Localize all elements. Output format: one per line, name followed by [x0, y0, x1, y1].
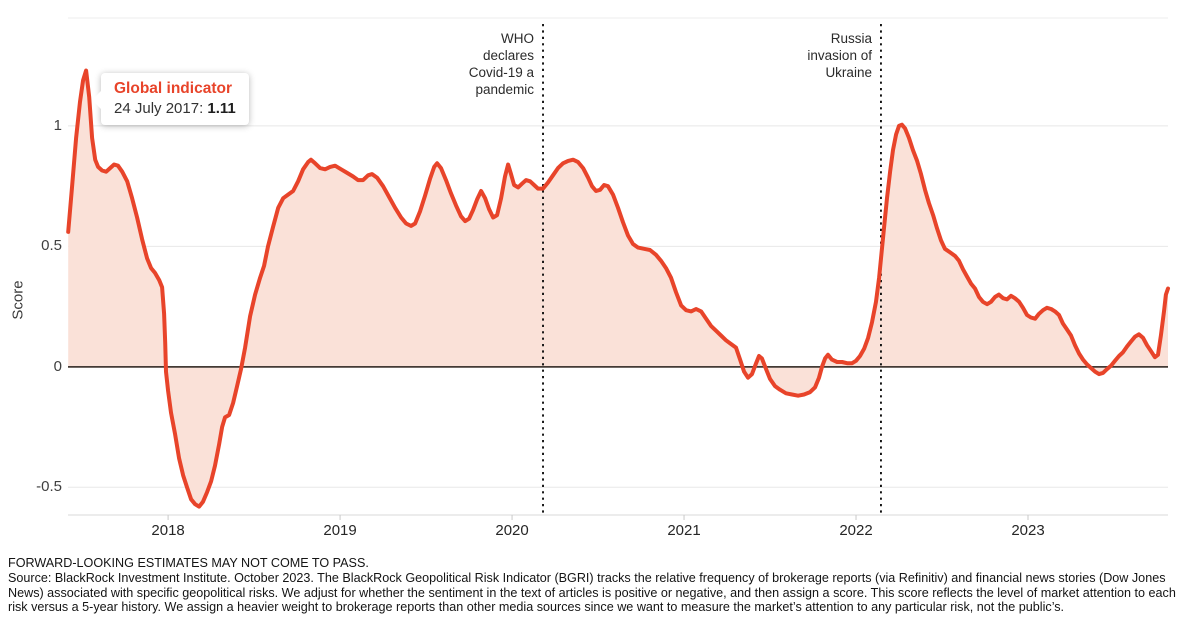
chart-canvas[interactable]	[0, 0, 1200, 552]
x-tick-label-2018: 2018	[151, 522, 185, 539]
footnote-block: FORWARD-LOOKING ESTIMATES MAY NOT COME T…	[8, 556, 1194, 615]
y-tick-label-1: 1	[53, 116, 62, 134]
source-text: Source: BlackRock Investment Institute. …	[8, 570, 1176, 615]
event-annotation-russia-invasion: Russia invasion of Ukraine	[807, 30, 872, 81]
chart-plot-region: Score 1 0.5 0 -0.5 2018 2019 2020 2021 2022 2023…	[0, 0, 1200, 552]
x-tick-label-2021: 2021	[667, 522, 701, 539]
hover-tooltip: Global indicator 24 July 2017: 1.11	[92, 73, 249, 125]
annotation-line: WHO	[501, 31, 535, 46]
x-tick-label-2019: 2019	[323, 522, 357, 539]
annotation-line: Russia	[830, 31, 872, 46]
series-line-global-indicator	[66, 68, 1170, 509]
y-tick-label-0: 0	[53, 357, 62, 375]
annotation-line: pandemic	[475, 82, 535, 97]
y-axis-title: Score	[9, 280, 27, 320]
annotation-line: declares	[482, 48, 535, 63]
x-tick-label-2023: 2023	[1011, 522, 1045, 539]
series-area-fill	[68, 70, 1169, 507]
tooltip-date: 24 July 2017:	[114, 100, 208, 117]
x-tick-label-2022: 2022	[839, 522, 873, 539]
x-tick-label-2020: 2020	[495, 522, 529, 539]
annotation-line: Ukraine	[825, 65, 872, 80]
disclaimer-text: FORWARD-LOOKING ESTIMATES MAY NOT COME T…	[8, 556, 369, 570]
y-tick-label--0.5: -0.5	[36, 478, 62, 496]
event-annotation-covid-pandemic: WHO declares Covid-19 a pandemic	[469, 30, 534, 98]
tooltip-series-name: Global indicator	[114, 80, 232, 97]
annotation-line: Covid-19 a	[468, 65, 535, 80]
annotation-line: invasion of	[807, 48, 872, 63]
tooltip-value: 1.11	[207, 100, 236, 117]
tooltip-value-line: 24 July 2017: 1.11	[114, 100, 236, 117]
y-tick-label-0.5: 0.5	[41, 237, 62, 255]
